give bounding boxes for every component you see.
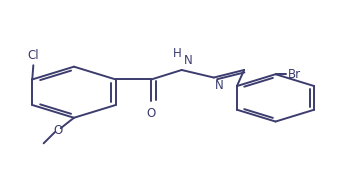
- Text: O: O: [147, 107, 156, 120]
- Text: Cl: Cl: [28, 49, 39, 62]
- Text: O: O: [53, 124, 63, 137]
- Text: H: H: [173, 47, 182, 60]
- Text: N: N: [184, 54, 192, 67]
- Text: N: N: [215, 79, 224, 92]
- Text: Br: Br: [288, 68, 301, 81]
